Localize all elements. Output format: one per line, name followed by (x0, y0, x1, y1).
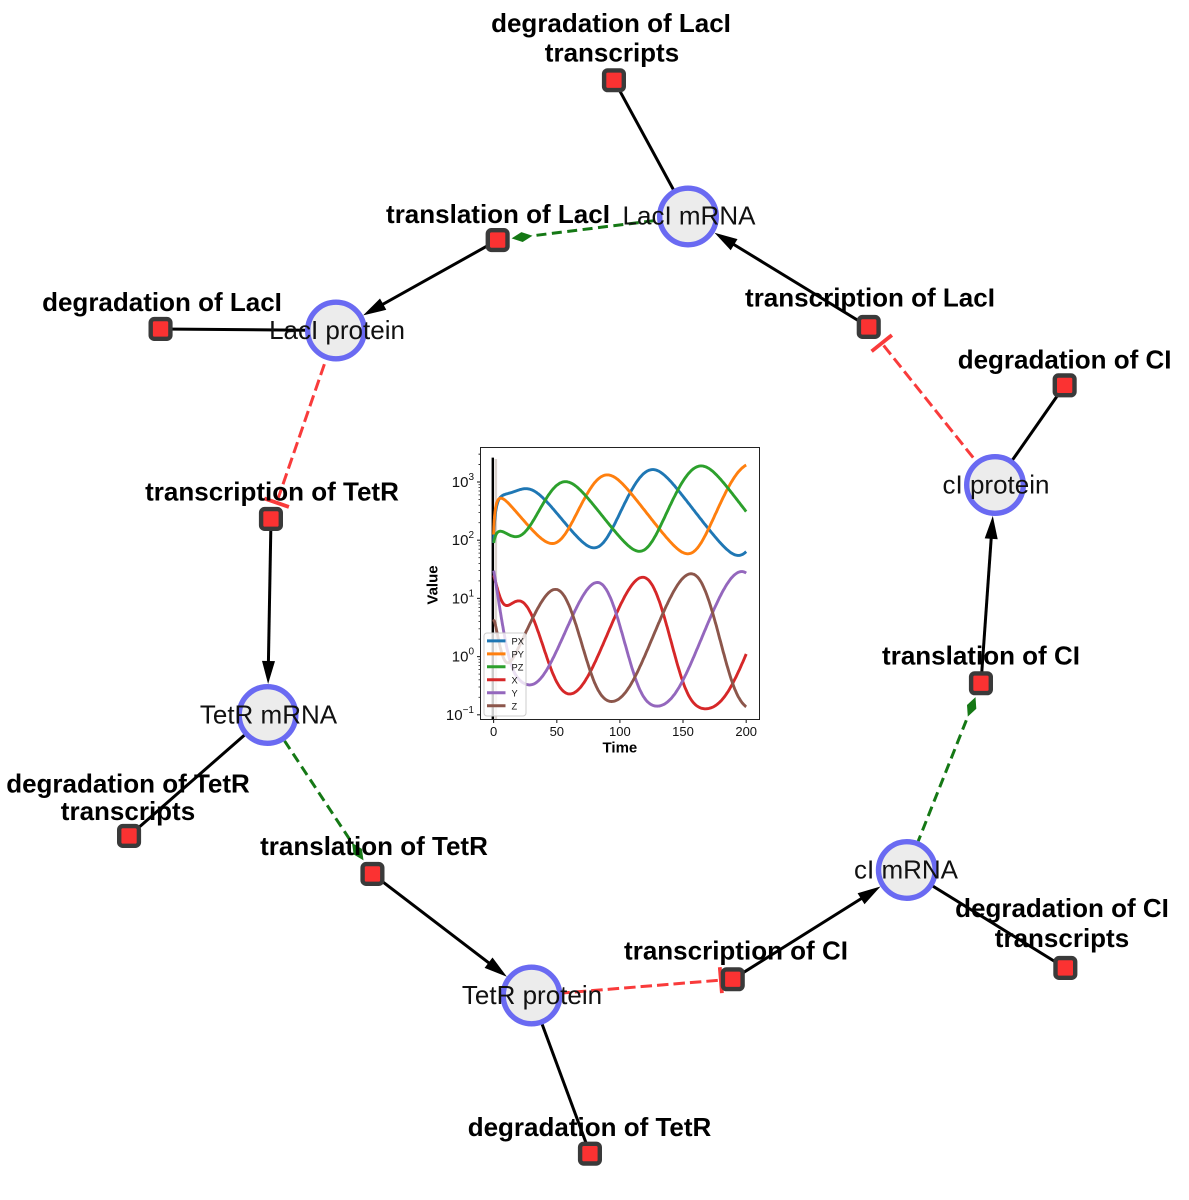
svg-text:Time: Time (603, 740, 638, 757)
svg-text:200: 200 (735, 724, 757, 739)
svg-text:Z: Z (512, 701, 518, 711)
svg-text:transcription of TetR: transcription of TetR (145, 477, 399, 507)
svg-text:X: X (512, 675, 518, 685)
svg-text:PZ: PZ (512, 662, 524, 672)
svg-text:degradation of LacI: degradation of LacI (42, 287, 282, 317)
svg-text:102: 102 (452, 530, 475, 549)
svg-text:transcripts: transcripts (995, 923, 1129, 953)
svg-text:transcripts: transcripts (545, 38, 679, 68)
svg-text:10−1: 10−1 (446, 705, 475, 724)
svg-text:Y: Y (512, 688, 518, 698)
svg-text:PX: PX (512, 637, 524, 647)
svg-text:transcription of LacI: transcription of LacI (745, 282, 995, 312)
svg-text:Value: Value (425, 565, 442, 604)
svg-text:degradation of CI: degradation of CI (955, 893, 1169, 923)
svg-text:translation of LacI: translation of LacI (386, 199, 610, 229)
svg-text:150: 150 (672, 724, 694, 739)
svg-text:101: 101 (452, 588, 475, 607)
svg-text:LacI mRNA: LacI mRNA (623, 201, 757, 231)
svg-text:degradation of CI: degradation of CI (958, 345, 1172, 375)
svg-text:TetR mRNA: TetR mRNA (200, 700, 338, 730)
svg-text:LacI protein: LacI protein (269, 315, 405, 345)
svg-text:transcripts: transcripts (61, 796, 195, 826)
svg-text:100: 100 (609, 724, 631, 739)
svg-text:translation of TetR: translation of TetR (260, 831, 488, 861)
svg-text:degradation of LacI: degradation of LacI (491, 8, 731, 38)
svg-text:degradation of TetR: degradation of TetR (6, 769, 250, 799)
svg-text:100: 100 (452, 647, 475, 666)
svg-text:transcription of CI: transcription of CI (624, 935, 848, 965)
svg-text:50: 50 (550, 724, 564, 739)
svg-text:cI protein: cI protein (943, 469, 1050, 499)
svg-text:TetR protein: TetR protein (462, 980, 602, 1010)
svg-text:degradation of TetR: degradation of TetR (468, 1112, 712, 1142)
svg-text:PY: PY (512, 650, 524, 660)
svg-text:translation of CI: translation of CI (882, 640, 1080, 670)
svg-text:0: 0 (490, 724, 497, 739)
svg-text:cI mRNA: cI mRNA (854, 854, 959, 884)
svg-text:103: 103 (452, 472, 475, 491)
